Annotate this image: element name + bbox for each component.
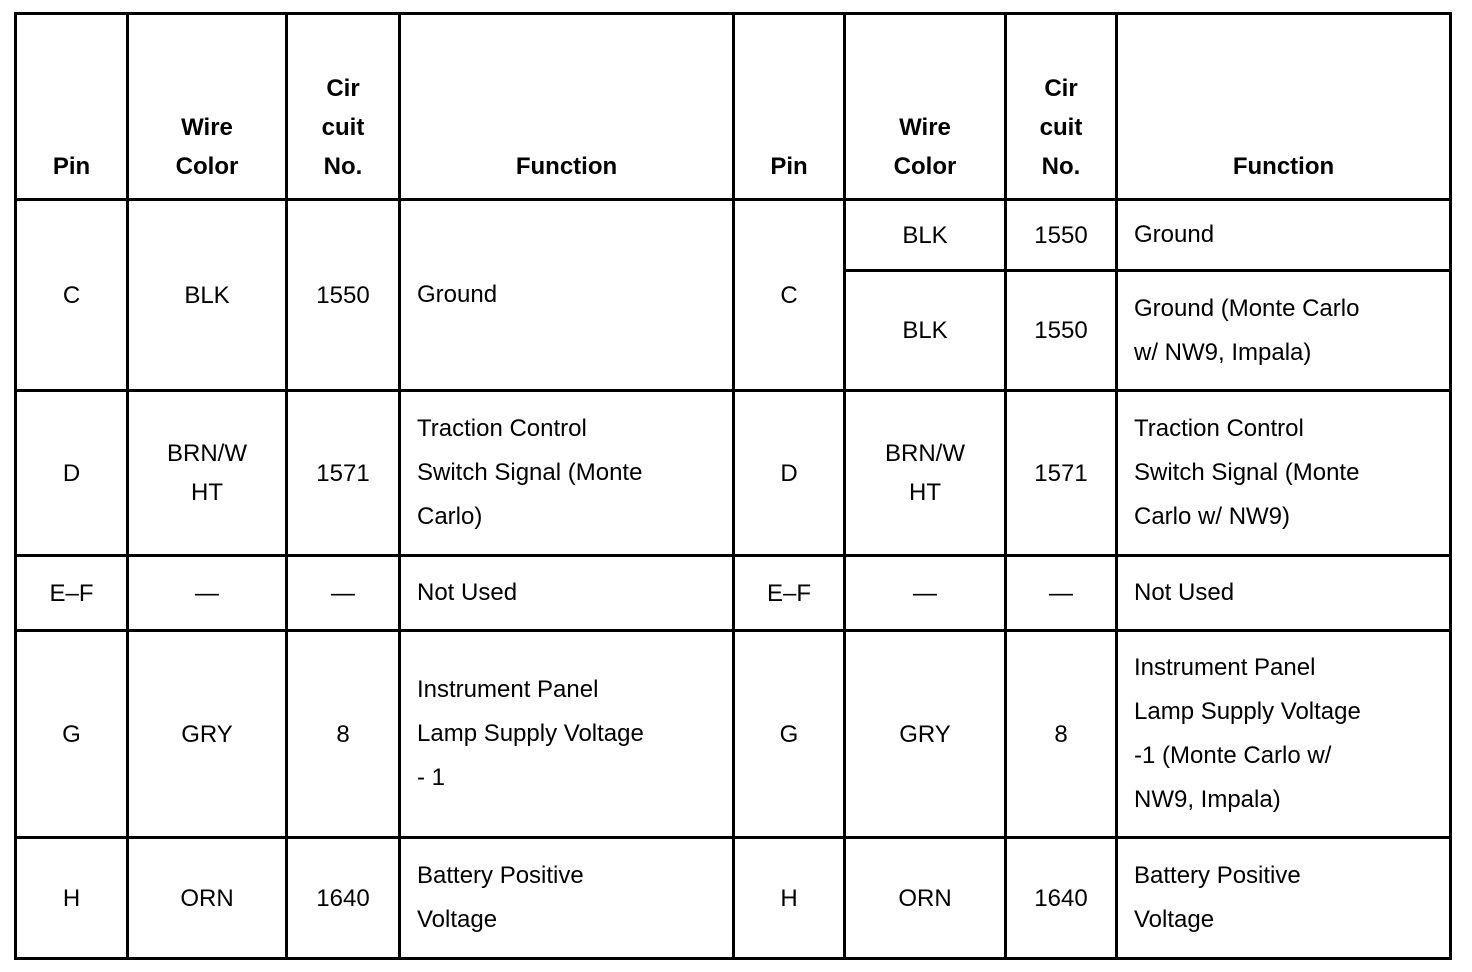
cell-function: Traction Control Switch Signal (Monte Carl… — [1115, 389, 1452, 557]
header-pin: Pin — [732, 12, 846, 201]
line: -1 (Monte Carlo w/ — [1134, 742, 1332, 769]
cell-pin: D — [14, 389, 129, 557]
line: Ground (Monte Carlo — [1134, 294, 1360, 322]
cell-pin: D — [732, 389, 846, 557]
cell-pin: C — [732, 198, 846, 392]
line: BRN/W — [885, 440, 965, 467]
line: Carlo w/ NW9) — [1134, 503, 1291, 530]
cell-function: Ground (Monte Carlo w/ NW9, Impala) — [1115, 269, 1452, 392]
table-row-d: D BRN/W HT 1571 Traction Control Switch Si… — [14, 389, 1452, 557]
cell-wire: BRN/W HT — [843, 389, 1007, 557]
cell-pin: H — [14, 836, 129, 960]
cell-circuit: 8 — [1004, 629, 1118, 839]
cell-pin: E–F — [14, 554, 129, 632]
header-function: Function — [398, 12, 735, 201]
cell-pin: G — [14, 629, 129, 839]
cell-function: Battery Positive Voltage — [1115, 836, 1452, 960]
connector-pinout-table: Pin Wire Color Cir cuit No. Function Pin Wi… — [14, 12, 1452, 960]
header-text: Wire — [181, 114, 233, 141]
cell-wire: GRY — [843, 629, 1007, 839]
line: Battery Positive — [1134, 862, 1301, 889]
line: Carlo) — [417, 503, 483, 530]
header-text: Cir — [1044, 75, 1078, 102]
line: Battery Positive — [417, 862, 584, 889]
cell-wire: BLK — [843, 198, 1007, 272]
table-row-c: C BLK 1550 Ground C BLK 1550 Ground — [14, 198, 1452, 392]
header-text: No. — [1041, 153, 1081, 180]
line: Switch Signal (Monte — [1134, 459, 1360, 486]
header-text: Cir — [326, 75, 360, 102]
line: NW9, Impala) — [1134, 786, 1281, 813]
cell-wire: ORN — [843, 836, 1007, 960]
cell-circuit: 1640 — [1004, 836, 1118, 960]
cell-circuit: 1640 — [285, 836, 401, 960]
cell-circuit: 1571 — [285, 389, 401, 557]
header-circuit: Cir cuit No. — [285, 12, 401, 201]
cell-wire: GRY — [126, 629, 288, 839]
cell-circuit: 8 — [285, 629, 401, 839]
header-text: No. — [323, 153, 363, 180]
line: Voltage — [417, 906, 498, 933]
line: Instrument Panel — [1134, 654, 1316, 681]
cell-function: Not Used — [1115, 554, 1452, 632]
cell-circuit: 1571 — [1004, 389, 1118, 557]
header-wire-color: Wire Color — [126, 12, 288, 201]
cell-function: Traction Control Switch Signal (Monte Carl… — [398, 389, 735, 557]
line: Instrument Panel — [417, 676, 599, 703]
line: Switch Signal (Monte — [417, 459, 643, 486]
cell-function: Ground — [398, 198, 735, 392]
cell-circuit: 1550 — [1004, 269, 1118, 392]
line: HT — [909, 479, 941, 506]
table-row-c-sub: BLK 1550 Ground (Monte Carlo w/ NW9, Impa… — [16, 269, 1452, 392]
header-row: Pin Wire Color Cir cuit No. Function Pin Wi… — [14, 12, 1452, 201]
cell-circuit: — — [285, 554, 401, 632]
header-circuit: Cir cuit No. — [1004, 12, 1118, 201]
line: HT — [191, 479, 223, 506]
header-text: Color — [893, 153, 957, 180]
table-row-g: G GRY 8 Instrument Panel Lamp Supply Volt… — [14, 629, 1452, 839]
header-pin: Pin — [14, 12, 129, 201]
header-text: Wire — [899, 114, 951, 141]
line: Lamp Supply Voltage — [417, 720, 644, 747]
cell-wire: — — [843, 554, 1007, 632]
cell-circuit: — — [1004, 554, 1118, 632]
cell-wire: BRN/W HT — [126, 389, 288, 557]
line: Traction Control — [1134, 415, 1304, 442]
cell-wire: BLK — [126, 198, 288, 392]
cell-function: Ground — [1115, 198, 1452, 272]
line: w/ NW9, Impala) — [1134, 338, 1312, 366]
cell-wire: — — [126, 554, 288, 632]
line: - 1 — [417, 764, 446, 791]
cell-circuit: 1550 — [285, 198, 401, 392]
cell-wire: ORN — [126, 836, 288, 960]
header-wire-color: Wire Color — [843, 12, 1007, 201]
cell-circuit: 1550 — [1004, 198, 1118, 272]
header-text: Color — [175, 153, 239, 180]
cell-pin: H — [732, 836, 846, 960]
table-row-h: H ORN 1640 Battery Positive Voltage H ORN… — [14, 836, 1452, 960]
header-text: cuit — [321, 114, 365, 141]
cell-function: Instrument Panel Lamp Supply Voltage - 1 — [398, 629, 735, 839]
cell-pin: G — [732, 629, 846, 839]
cell-wire: BLK — [843, 269, 1007, 392]
header-text: cuit — [1039, 114, 1083, 141]
cell-pin: C — [14, 198, 129, 392]
cell-function: Not Used — [398, 554, 735, 632]
cell-function: Instrument Panel Lamp Supply Voltage -1 (M… — [1115, 629, 1452, 839]
header-function: Function — [1115, 12, 1452, 201]
cell-function: Battery Positive Voltage — [398, 836, 735, 960]
cell-pin: E–F — [732, 554, 846, 632]
line: BRN/W — [167, 440, 247, 467]
line: Traction Control — [417, 415, 587, 442]
line: Lamp Supply Voltage — [1134, 698, 1361, 725]
table-row-e-f: E–F — — Not Used E–F — — Not Used — [14, 554, 1452, 632]
line: Voltage — [1134, 906, 1215, 933]
